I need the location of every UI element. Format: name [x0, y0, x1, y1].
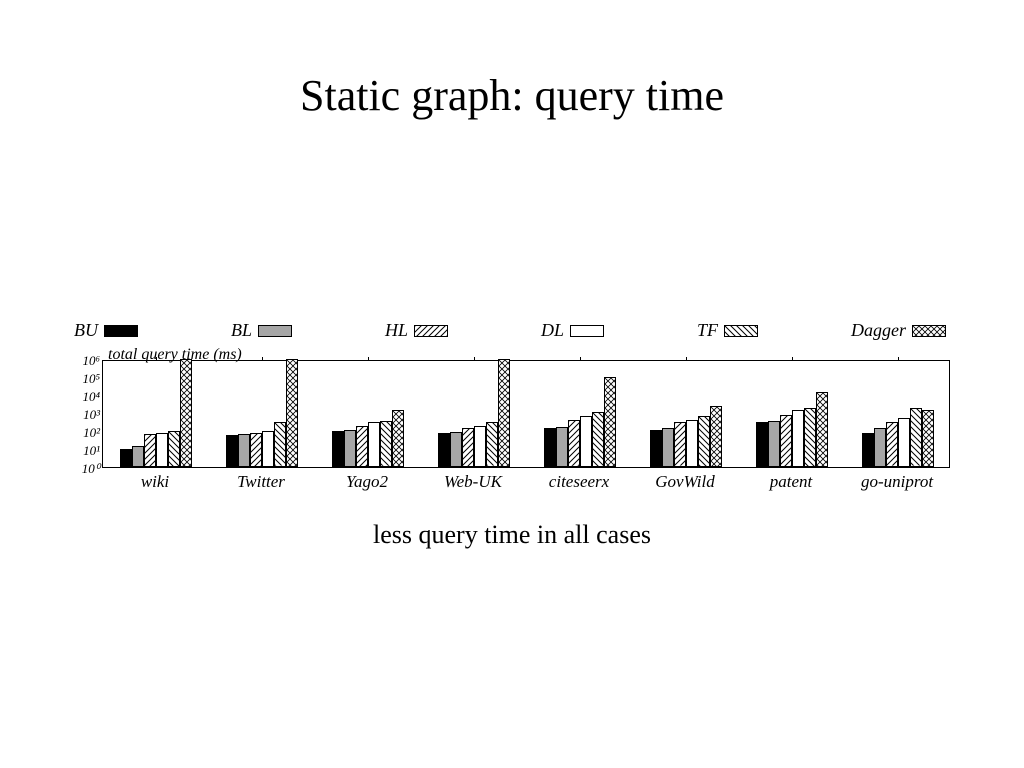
chart-legend: BU BL HL DL TF Dagger	[72, 320, 952, 341]
x-tick-Twitter: Twitter	[237, 472, 285, 492]
bar-Web-UK-Dagger	[498, 359, 510, 467]
legend-label: DL	[541, 320, 564, 341]
x-tick-wiki: wiki	[141, 472, 169, 492]
bar-go-uniprot-TF	[910, 408, 922, 467]
bar-wiki-HL	[144, 434, 156, 467]
bar-Web-UK-TF	[486, 422, 498, 467]
y-tick: 10⁵	[82, 372, 100, 385]
bar-wiki-DL	[156, 433, 168, 467]
legend-label: BU	[74, 320, 98, 341]
plot-area	[102, 360, 950, 468]
bar-Twitter-Dagger	[286, 359, 298, 467]
bar-GovWild-Dagger	[710, 406, 722, 467]
bar-go-uniprot-Dagger	[922, 410, 934, 467]
bar-patent-DL	[792, 410, 804, 467]
bar-patent-BL	[768, 421, 780, 467]
legend-item-dagger: Dagger	[851, 320, 946, 341]
bar-go-uniprot-BL	[874, 428, 886, 467]
bar-wiki-TF	[168, 431, 180, 467]
bar-GovWild-TF	[698, 416, 710, 467]
bar-Web-UK-HL	[462, 428, 474, 467]
bar-Yago2-TF	[380, 421, 392, 467]
bar-citeseerx-Dagger	[604, 377, 616, 467]
legend-label: TF	[697, 320, 718, 341]
bar-wiki-BU	[120, 449, 132, 467]
legend-item-dl: DL	[541, 320, 604, 341]
x-tick-GovWild: GovWild	[655, 472, 715, 492]
y-tick: 10⁶	[82, 354, 100, 367]
bar-go-uniprot-HL	[886, 422, 898, 467]
bar-citeseerx-BU	[544, 428, 556, 467]
bar-GovWild-HL	[674, 422, 686, 467]
bar-Yago2-Dagger	[392, 410, 404, 467]
slide-caption: less query time in all cases	[0, 520, 1024, 550]
y-tick: 10⁰	[82, 462, 100, 475]
y-tick: 10³	[83, 408, 100, 421]
bar-Yago2-BU	[332, 431, 344, 467]
bar-Web-UK-DL	[474, 426, 486, 467]
legend-item-bu: BU	[74, 320, 138, 341]
x-tick-patent: patent	[770, 472, 813, 492]
query-time-chart: BUBLHLDLTFDagger total query time (ms) 1…	[72, 320, 952, 347]
bar-citeseerx-HL	[568, 420, 580, 467]
bar-wiki-Dagger	[180, 359, 192, 467]
bar-citeseerx-DL	[580, 416, 592, 467]
y-tick: 10²	[83, 426, 100, 439]
legend-item-bl: BL	[231, 320, 292, 341]
legend-label: Dagger	[851, 320, 906, 341]
bar-GovWild-BL	[662, 428, 674, 467]
bar-patent-HL	[780, 415, 792, 467]
bar-Twitter-TF	[274, 422, 286, 467]
legend-item-tf: TF	[697, 320, 758, 341]
bar-Yago2-HL	[356, 426, 368, 467]
bar-Yago2-BL	[344, 430, 356, 467]
x-tick-go-uniprot: go-uniprot	[861, 472, 933, 492]
bar-wiki-BL	[132, 446, 144, 467]
y-tick: 10⁴	[82, 390, 100, 403]
bar-go-uniprot-DL	[898, 418, 910, 467]
bar-Web-UK-BL	[450, 432, 462, 467]
bar-citeseerx-BL	[556, 427, 568, 467]
bar-patent-BU	[756, 422, 768, 467]
bar-patent-Dagger	[816, 392, 828, 467]
bar-Twitter-DL	[262, 431, 274, 467]
bar-Yago2-DL	[368, 422, 380, 467]
x-tick-Yago2: Yago2	[346, 472, 388, 492]
legend-label: HL	[385, 320, 408, 341]
x-tick-citeseerx: citeseerx	[549, 472, 609, 492]
bar-Twitter-BL	[238, 434, 250, 467]
bar-Twitter-HL	[250, 433, 262, 467]
bar-Twitter-BU	[226, 435, 238, 467]
bar-GovWild-BU	[650, 430, 662, 467]
bar-patent-TF	[804, 408, 816, 467]
bar-go-uniprot-BU	[862, 433, 874, 467]
bar-citeseerx-TF	[592, 412, 604, 467]
legend-label: BL	[231, 320, 252, 341]
x-tick-Web-UK: Web-UK	[444, 472, 502, 492]
bar-Web-UK-BU	[438, 433, 450, 467]
legend-item-hl: HL	[385, 320, 448, 341]
y-tick: 10¹	[83, 444, 100, 457]
slide-title: Static graph: query time	[0, 70, 1024, 121]
bar-GovWild-DL	[686, 420, 698, 467]
